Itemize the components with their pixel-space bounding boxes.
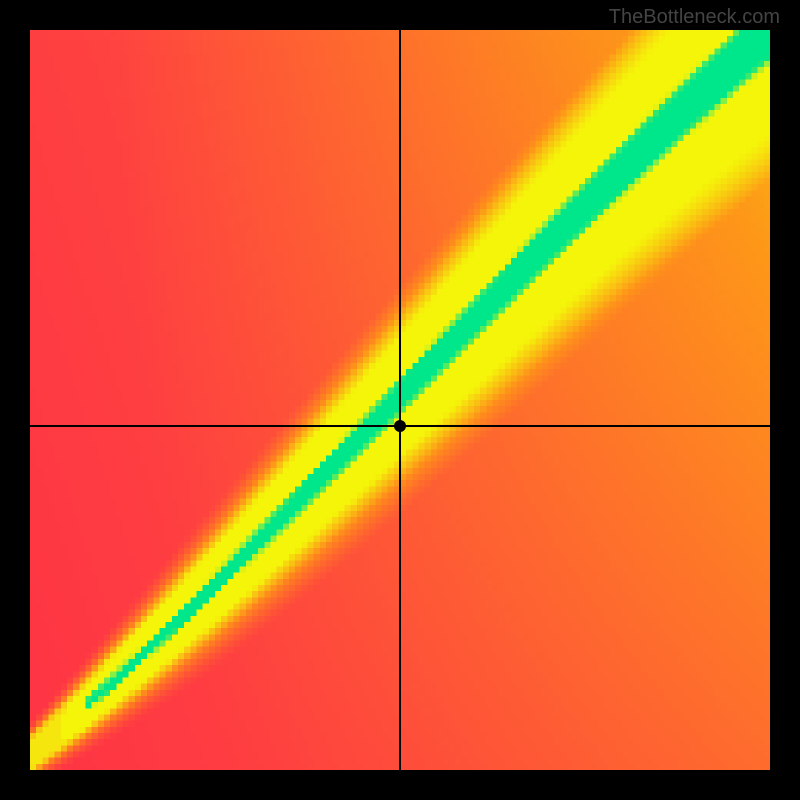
chart-container: TheBottleneck.com [0,0,800,800]
plot-area [30,30,770,770]
watermark-text: TheBottleneck.com [609,6,780,29]
crosshair-vertical [399,30,401,770]
crosshair-marker [394,420,406,432]
